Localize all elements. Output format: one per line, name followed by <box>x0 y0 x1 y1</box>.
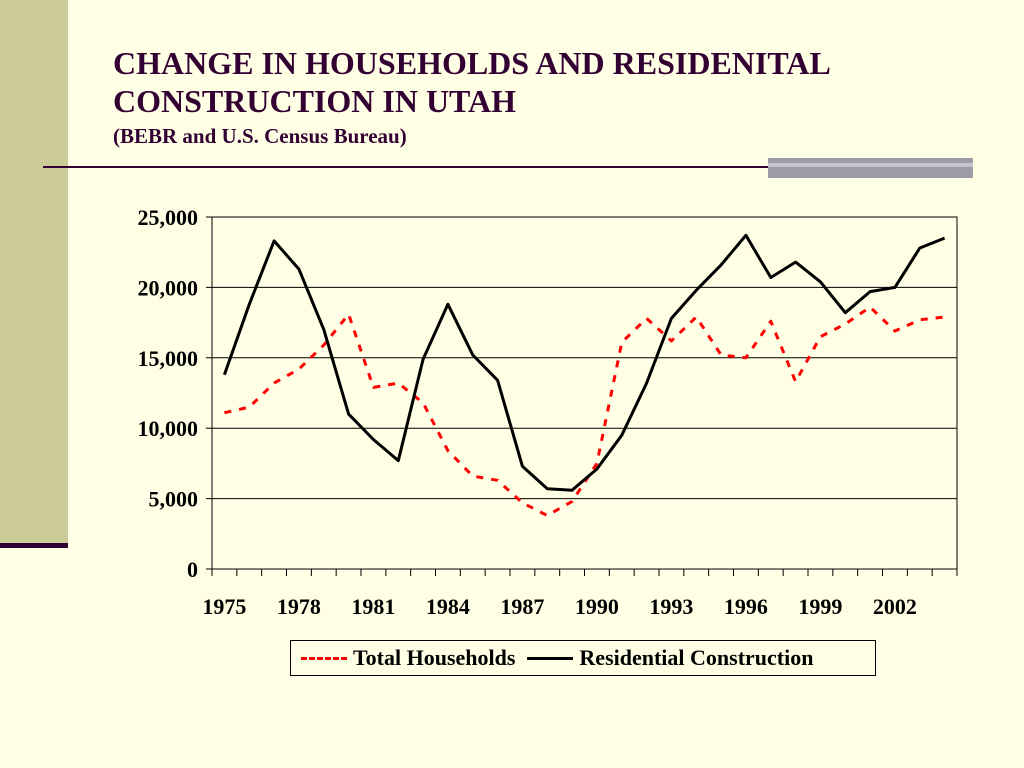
x-axis: 1975 1978 1981 1984 1987 1990 1993 1996 1999 2002 <box>202 569 958 619</box>
decorative-sidebar-underline <box>0 543 68 548</box>
x-tick-label: 1978 <box>277 594 321 619</box>
x-tick-label: 1981 <box>351 594 395 619</box>
plot-area-frame <box>211 216 958 570</box>
x-tick-label: 1987 <box>500 594 544 619</box>
x-tick-label: 1975 <box>202 594 246 619</box>
x-tick-label: 1996 <box>724 594 768 619</box>
slide-subtitle: (BEBR and U.S. Census Bureau) <box>113 124 407 148</box>
title-divider <box>43 166 973 168</box>
x-tick-label: 2002 <box>873 594 917 619</box>
chart-legend: Total Households Residential Constructio… <box>290 640 876 676</box>
x-tick-label: 1993 <box>649 594 693 619</box>
slide-title-line-2: CONSTRUCTION IN UTAH <box>113 83 517 119</box>
series-lines <box>222 233 946 517</box>
slide-title: CHANGE IN HOUSEHOLDS AND RESIDENITAL CON… <box>113 44 831 120</box>
y-axis: 0 5,000 10,000 15,000 20,000 25,000 <box>138 205 212 582</box>
legend-item-residential-construction: Residential Construction <box>527 645 813 671</box>
slide-title-line-1: CHANGE IN HOUSEHOLDS AND RESIDENITAL <box>113 45 831 81</box>
y-tick-label: 5,000 <box>149 487 199 512</box>
legend-swatch-residential-construction <box>527 656 574 660</box>
x-tick-label: 1990 <box>575 594 619 619</box>
decorative-accent-bar <box>768 158 973 178</box>
y-tick-label: 20,000 <box>138 275 199 300</box>
y-tick-label: 10,000 <box>138 416 199 441</box>
legend-label-residential-construction: Residential Construction <box>579 645 814 670</box>
gridlines <box>212 216 957 500</box>
decorative-sidebar <box>0 0 68 545</box>
legend-swatch-total-households <box>301 656 347 660</box>
legend-item-total-households: Total Households <box>301 645 515 671</box>
y-tick-label: 0 <box>187 557 198 582</box>
y-tick-label: 25,000 <box>138 205 199 230</box>
series-line-total-households <box>224 305 945 517</box>
x-tick-label: 1999 <box>798 594 842 619</box>
legend-label-total-households: Total Households <box>353 645 516 670</box>
series-line-residential-construction <box>222 233 946 492</box>
y-tick-label: 15,000 <box>138 346 199 371</box>
x-tick-label: 1984 <box>426 594 470 619</box>
